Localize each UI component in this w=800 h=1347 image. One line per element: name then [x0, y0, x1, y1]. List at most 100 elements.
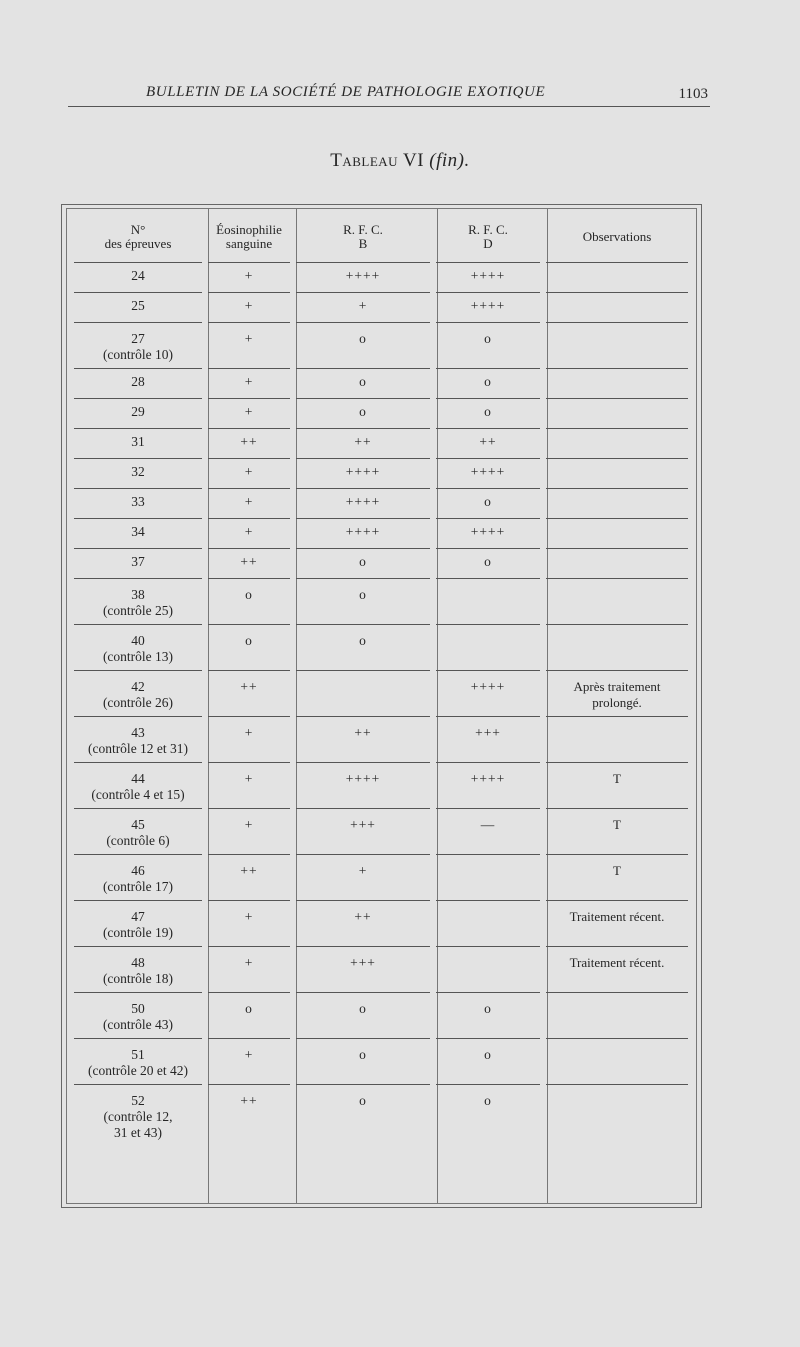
cell-observations: [546, 459, 688, 489]
cell-rfc-d: [436, 901, 540, 947]
cell-rfc-b: o: [296, 993, 430, 1039]
cell-rfc-d: [436, 579, 540, 625]
cell-epreuve: 27 (contrôle 10): [74, 323, 202, 369]
cell-epreuve: 38 (contrôle 25): [74, 579, 202, 625]
cell-rfc-b: [296, 671, 430, 717]
cell-rfc-d: o: [436, 549, 540, 579]
cell-rfc-d: o: [484, 1093, 492, 1108]
cell-epreuve: 37: [74, 549, 202, 579]
cell-rfc-b: o: [359, 1093, 367, 1108]
table-row: 28 + o o: [74, 369, 688, 399]
column-divider: [437, 208, 438, 1203]
table-row: 42 (contrôle 26) ++ ++++ Après traitement pro…: [74, 671, 688, 717]
cell-rfc-d: o: [436, 1039, 540, 1085]
page-number: 1103: [678, 86, 708, 102]
cell-eosinophilie: +: [208, 489, 290, 519]
table-row: 46 (contrôle 17) ++ + T: [74, 855, 688, 901]
cell-eosinophilie: +: [208, 763, 290, 809]
cell-observations: [546, 1039, 688, 1085]
cell-observations: [546, 717, 688, 763]
column-divider: [547, 208, 548, 1203]
cell-epreuve: 45 (contrôle 6): [74, 809, 202, 855]
cell-epreuve: 29: [74, 399, 202, 429]
header-eosinophilie: Éosinophilie sanguine: [208, 212, 290, 263]
cell-eosinophilie: +: [208, 717, 290, 763]
cell-eosinophilie: o: [208, 993, 290, 1039]
table-row: 47 (contrôle 19) + ++ Traitement récent.: [74, 901, 688, 947]
cell-rfc-b: +: [296, 855, 430, 901]
cell-rfc-b: ++++: [296, 763, 430, 809]
cell-epreuve: 50 (contrôle 43): [74, 993, 202, 1039]
cell-rfc-d: ++: [436, 429, 540, 459]
cell-eosinophilie: +: [208, 323, 290, 369]
cell-eosinophilie: +: [208, 399, 290, 429]
cell-eosinophilie: o: [208, 579, 290, 625]
cell-rfc-d: ++++: [436, 459, 540, 489]
column-divider: [296, 208, 297, 1203]
table-row: 29 + o o: [74, 399, 688, 429]
cell-rfc-d: [436, 947, 540, 993]
cell-eosinophilie: +: [208, 459, 290, 489]
table-row: 33 + ++++ o: [74, 489, 688, 519]
cell-observations: Traitement récent.: [546, 947, 688, 993]
cell-rfc-d: o: [436, 323, 540, 369]
cell-rfc-b: +++: [296, 947, 430, 993]
cell-epreuve: 33: [74, 489, 202, 519]
cell-eosinophilie: ++: [208, 671, 290, 717]
cell-rfc-b: +: [296, 293, 430, 323]
cell-rfc-d: —: [436, 809, 540, 855]
cell-rfc-b: ++++: [296, 489, 430, 519]
cell-observations: [546, 323, 688, 369]
cell-rfc-d: ++++: [436, 671, 540, 717]
cell-rfc-b: o: [296, 399, 430, 429]
cell-observations: [546, 263, 688, 293]
table-title: Tableau VI (fin).: [330, 150, 470, 171]
cell-rfc-b: o: [296, 369, 430, 399]
cell-epreuve: 43 (contrôle 12 et 31): [74, 717, 202, 763]
cell-rfc-b: ++++: [296, 459, 430, 489]
cell-rfc-b: ++++: [296, 263, 430, 293]
journal-title: BULLETIN DE LA SOCIÉTÉ DE PATHOLOGIE EXO…: [146, 84, 546, 100]
cell-epreuve: 51 (contrôle 20 et 42): [74, 1039, 202, 1085]
cell-observations: T: [546, 809, 688, 855]
cell-observations: Après traitement prolongé.: [546, 671, 688, 717]
cell-rfc-d: ++++: [436, 263, 540, 293]
cell-epreuve: 34: [74, 519, 202, 549]
cell-epreuve: 40 (contrôle 13): [74, 625, 202, 671]
table-row: 32 + ++++ ++++: [74, 459, 688, 489]
cell-rfc-b: o: [296, 549, 430, 579]
cell-epreuve: 25: [74, 293, 202, 323]
cell-rfc-b: o: [296, 579, 430, 625]
header-rfc-b: R. F. C. B: [296, 212, 430, 263]
cell-epreuve: 42 (contrôle 26): [74, 671, 202, 717]
table-row: 50 (contrôle 43) o o o: [74, 993, 688, 1039]
cell-eosinophilie: +: [208, 369, 290, 399]
cell-eosinophilie: +: [208, 901, 290, 947]
cell-epreuve: 44 (contrôle 4 et 15): [74, 763, 202, 809]
table-header-row: N° des épreuves Éosinophilie sanguine R. F…: [74, 212, 688, 263]
table-inner-frame: [66, 208, 697, 1204]
table-row: 31 ++ ++ ++: [74, 429, 688, 459]
cell-rfc-d: o: [436, 993, 540, 1039]
table-outer-frame: [61, 204, 702, 1208]
cell-observations: [546, 549, 688, 579]
cell-epreuve: 48 (contrôle 18): [74, 947, 202, 993]
cell-epreuve: 52 (contrôle 12, 31 et 43): [103, 1093, 173, 1140]
cell-rfc-b: +++: [296, 809, 430, 855]
header-observations: Observations: [546, 212, 688, 263]
cell-eosinophilie: ++: [208, 549, 290, 579]
table-row: 43 (contrôle 12 et 31) + ++ +++: [74, 717, 688, 763]
header-rule: [68, 106, 710, 107]
cell-eosinophilie: ++: [240, 1093, 258, 1108]
table-row: 37 ++ o o: [74, 549, 688, 579]
cell-observations: T: [546, 855, 688, 901]
cell-epreuve: 31: [74, 429, 202, 459]
running-header: BULLETIN DE LA SOCIÉTÉ DE PATHOLOGIE EXO…: [68, 82, 708, 106]
table-row: 38 (contrôle 25) o o: [74, 579, 688, 625]
cell-observations: Traitement récent.: [546, 901, 688, 947]
table-row: 52 (contrôle 12, 31 et 43) ++ o o: [74, 1085, 688, 1145]
cell-eosinophilie: ++: [208, 429, 290, 459]
cell-observations: [546, 519, 688, 549]
cell-rfc-d: o: [436, 399, 540, 429]
cell-observations: [546, 489, 688, 519]
